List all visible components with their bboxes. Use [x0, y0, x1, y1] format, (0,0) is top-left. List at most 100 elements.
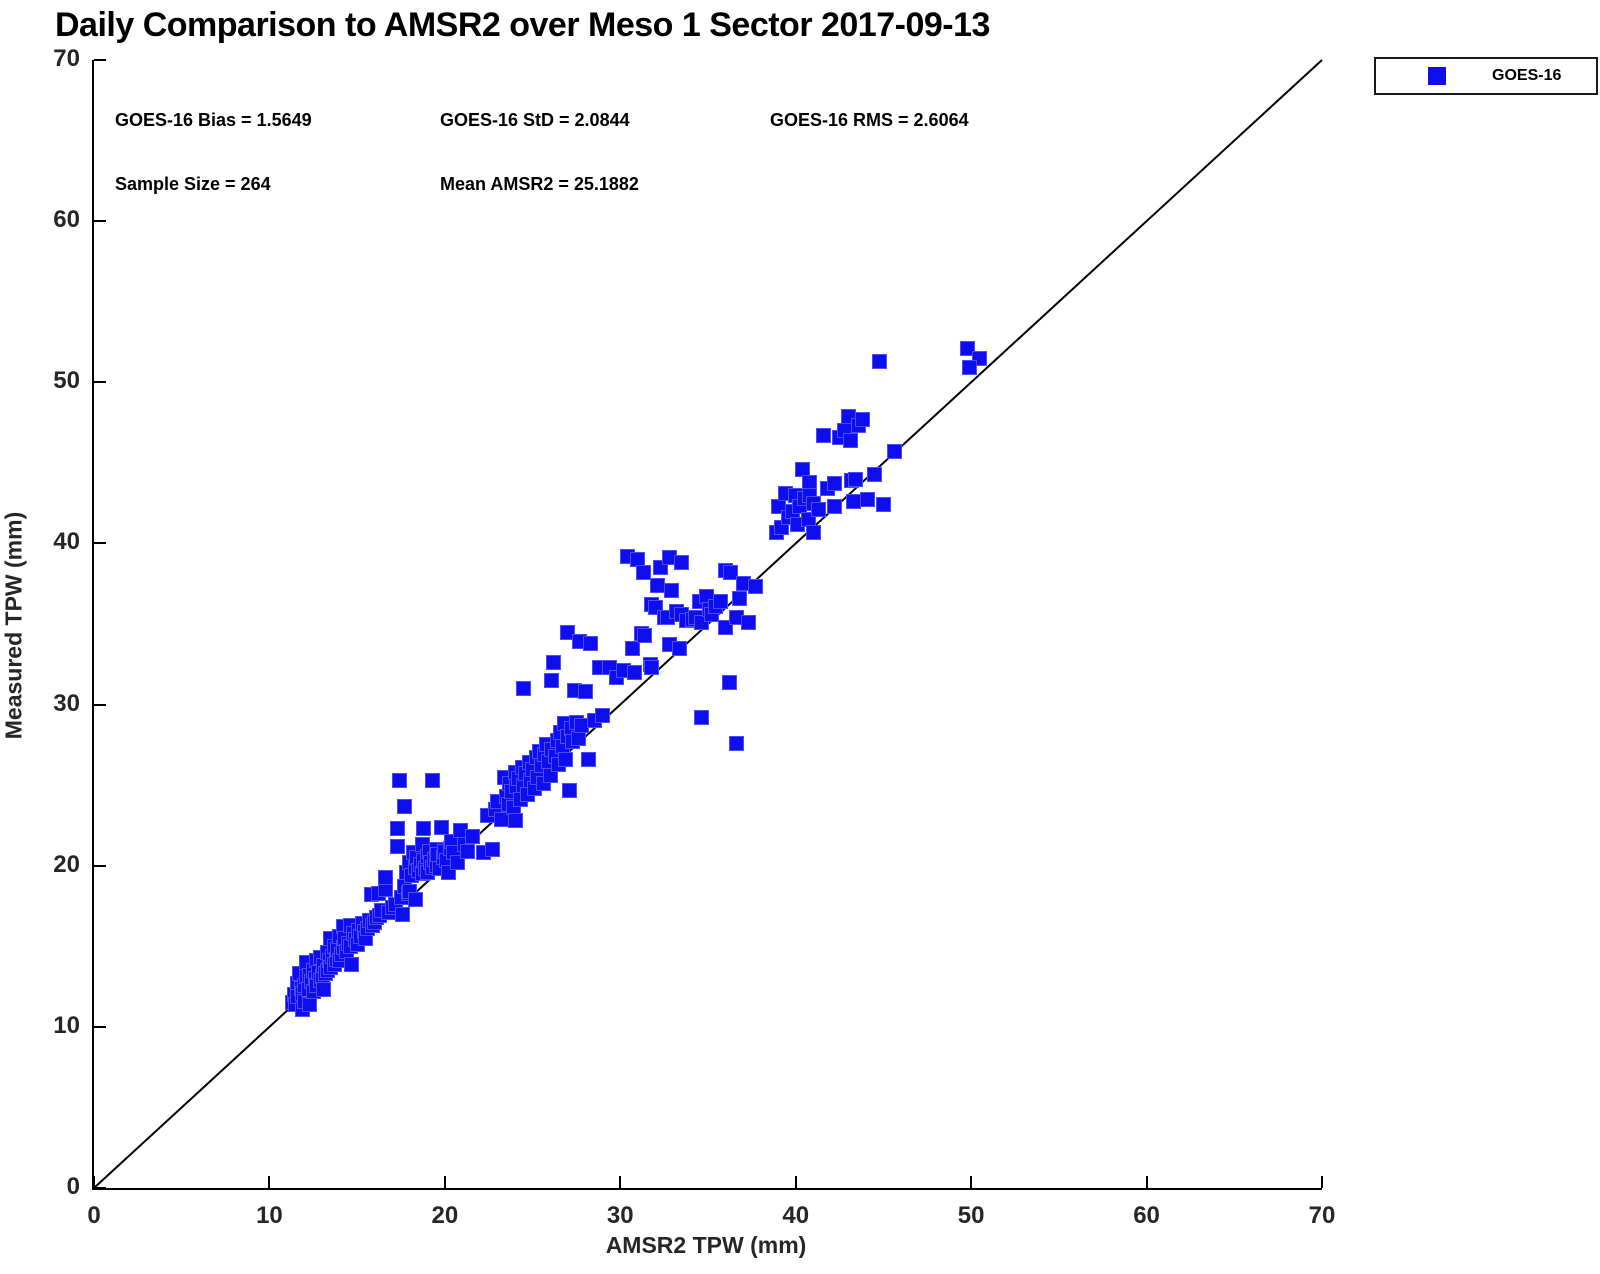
data-point-marker	[465, 829, 481, 845]
y-tick-label: 70	[53, 45, 80, 72]
data-point-marker	[721, 674, 737, 690]
x-tick-label: 50	[957, 1202, 985, 1229]
data-point-marker	[747, 579, 763, 595]
y-tick	[94, 1025, 106, 1028]
data-point-marker	[507, 813, 523, 829]
data-point-marker	[581, 751, 597, 767]
data-point-marker	[583, 635, 598, 651]
x-tick-label: 20	[431, 1202, 459, 1229]
data-point-marker	[644, 660, 660, 675]
data-point-marker	[875, 497, 891, 513]
data-point-marker	[390, 821, 405, 837]
data-point-marker	[625, 640, 641, 656]
y-tick	[94, 542, 106, 545]
data-point-marker	[577, 684, 593, 700]
data-point-marker	[740, 614, 756, 630]
data-point-marker	[811, 502, 826, 518]
y-tick	[94, 1187, 106, 1189]
y-tick-label: 0	[66, 1173, 80, 1200]
x-tick-label: 60	[1133, 1202, 1160, 1229]
y-tick	[94, 703, 106, 706]
data-point-marker	[377, 882, 393, 898]
data-point-marker	[672, 640, 688, 656]
data-point-marker	[626, 664, 642, 680]
x-tick-label: 70	[1308, 1202, 1336, 1229]
data-point-marker	[416, 821, 432, 837]
data-point-marker	[867, 466, 883, 482]
data-point-marker	[712, 593, 728, 609]
data-point-marker	[826, 476, 842, 492]
data-point-marker	[595, 708, 611, 724]
data-point-marker	[516, 681, 532, 696]
y-tick-label: 20	[53, 850, 80, 878]
x-tick	[443, 1176, 446, 1188]
data-point-marker	[433, 819, 449, 835]
data-point-marker	[407, 892, 423, 908]
data-point-marker	[449, 855, 465, 870]
legend-box: GOES-16	[1374, 57, 1598, 95]
data-point-marker	[561, 782, 577, 798]
data-point-marker	[560, 624, 576, 640]
data-point-marker	[854, 411, 870, 427]
y-axis-label: Measured TPW (mm)	[0, 511, 27, 740]
data-point-marker	[732, 590, 748, 606]
y-tick	[94, 381, 106, 384]
data-point-marker	[826, 498, 842, 514]
x-tick-label: 30	[606, 1202, 634, 1229]
data-point-marker	[842, 432, 858, 448]
x-tick-label: 40	[782, 1202, 810, 1229]
data-point-marker	[663, 582, 679, 598]
data-point-marker	[846, 494, 862, 509]
stat-bias: GOES-16 Bias = 1.5649	[115, 110, 312, 130]
data-point-marker	[649, 577, 665, 593]
x-tick	[93, 1176, 95, 1188]
legend-marker-icon	[1428, 67, 1446, 85]
data-point-marker	[558, 751, 574, 767]
data-point-marker	[805, 524, 821, 540]
x-tick-label: 10	[256, 1202, 283, 1229]
data-point-marker	[397, 798, 412, 814]
y-tick	[94, 59, 106, 61]
data-point-marker	[542, 768, 558, 783]
data-point-marker	[460, 843, 476, 859]
data-point-marker	[377, 869, 393, 885]
plot-area: 0 10 20 30 40 50 60 70 0 10 20 30 40 50 60 70	[53, 45, 1335, 1229]
y-tick-label: 40	[53, 528, 80, 556]
data-point-marker	[637, 627, 653, 643]
y-tick	[94, 864, 106, 867]
x-tick	[970, 1176, 973, 1188]
data-point-marker	[546, 655, 562, 671]
x-tick	[619, 1176, 622, 1188]
legend-series-label: GOES-16	[1492, 67, 1562, 84]
data-point-marker	[570, 730, 586, 746]
data-point-marker	[390, 838, 405, 854]
y-tick-label: 60	[53, 206, 80, 234]
stat-std: GOES-16 StD = 2.0844	[440, 110, 630, 130]
data-point-marker	[316, 982, 332, 998]
data-point-marker	[674, 555, 690, 571]
data-point-marker	[860, 492, 876, 508]
data-point-marker	[886, 444, 902, 460]
data-point-marker	[723, 564, 739, 580]
data-point-marker	[391, 772, 407, 788]
data-point-marker	[395, 906, 411, 922]
data-point-marker	[960, 340, 976, 356]
stat-mean-amsr2: Mean AMSR2 = 25.1882	[440, 174, 639, 194]
x-tick	[1321, 1176, 1323, 1188]
data-point-marker	[693, 710, 709, 725]
data-point-marker	[484, 842, 500, 858]
y-tick-label: 50	[53, 367, 80, 395]
data-point-marker	[344, 956, 360, 972]
x-tick	[1145, 1176, 1148, 1188]
y-tick	[94, 220, 106, 223]
x-tick-label: 0	[87, 1202, 101, 1229]
data-point-marker	[872, 353, 888, 369]
data-point-marker	[302, 996, 318, 1012]
data-point-marker	[425, 772, 441, 788]
data-point-marker	[816, 428, 832, 443]
x-tick	[268, 1176, 271, 1188]
data-point-marker	[847, 471, 863, 487]
stat-sample-size: Sample Size = 264	[115, 174, 271, 194]
x-axis-label: AMSR2 TPW (mm)	[605, 1232, 807, 1258]
